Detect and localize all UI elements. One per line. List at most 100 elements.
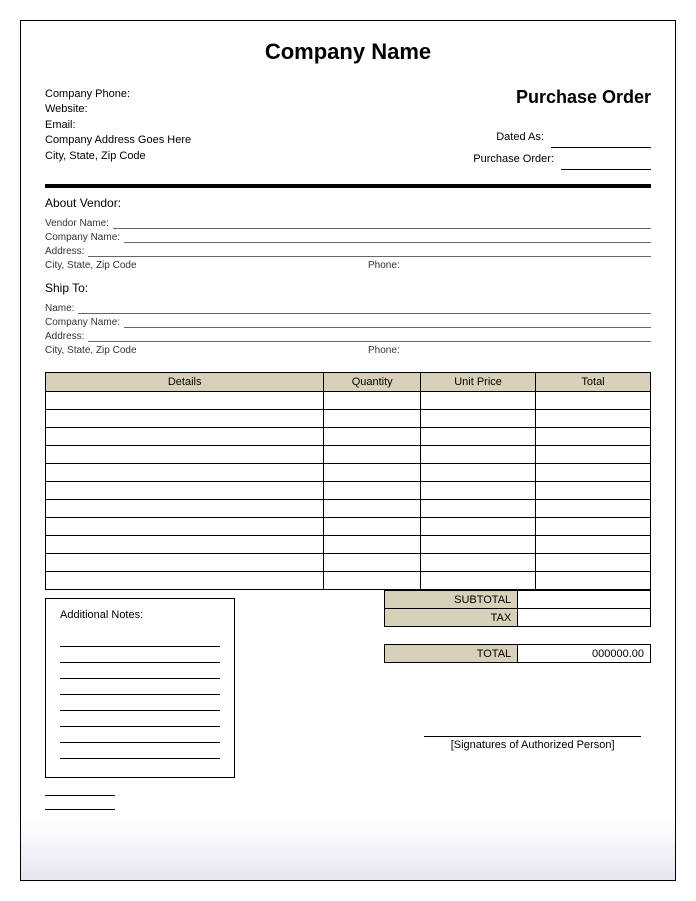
table-cell[interactable] [421,392,536,410]
table-cell[interactable] [324,572,421,590]
table-cell[interactable] [536,428,651,446]
table-cell[interactable] [536,572,651,590]
table-cell[interactable] [421,572,536,590]
table-cell[interactable] [536,392,651,410]
vendor-company-label: Company Name: [45,232,120,243]
table-cell[interactable] [536,482,651,500]
note-line[interactable] [60,711,220,727]
table-cell[interactable] [536,518,651,536]
company-info-block: Company Phone: Website: Email: Company A… [45,87,191,164]
subtotal-value[interactable] [518,591,651,609]
table-cell[interactable] [324,500,421,518]
table-row [46,518,651,536]
small-line-2[interactable] [45,798,115,810]
vendor-address-label: Address: [45,246,84,257]
table-cell[interactable] [46,518,324,536]
vendor-name-input[interactable] [113,218,651,229]
table-cell[interactable] [324,518,421,536]
table-cell[interactable] [46,410,324,428]
note-line[interactable] [60,743,220,759]
small-line-1[interactable] [45,784,115,796]
table-cell[interactable] [421,518,536,536]
table-cell[interactable] [421,554,536,572]
table-cell[interactable] [536,536,651,554]
tax-value[interactable] [518,609,651,627]
table-cell[interactable] [46,428,324,446]
additional-notes-box: Additional Notes: [45,598,235,778]
table-cell[interactable] [46,500,324,518]
table-cell[interactable] [536,410,651,428]
note-line[interactable] [60,695,220,711]
company-name-title: Company Name [45,39,651,65]
shipto-company-label: Company Name: [45,317,120,328]
table-cell[interactable] [536,464,651,482]
totals-table: SUBTOTAL TAX TOTAL 000000.00 [384,590,651,663]
shipto-name-label: Name: [45,303,74,314]
table-cell[interactable] [421,536,536,554]
table-row [46,500,651,518]
table-cell[interactable] [421,482,536,500]
table-cell[interactable] [421,464,536,482]
table-cell[interactable] [421,500,536,518]
table-cell[interactable] [46,572,324,590]
table-cell[interactable] [46,536,324,554]
signature-line[interactable] [424,723,641,737]
tax-label: TAX [385,609,518,627]
totals-spacer [385,627,651,645]
table-cell[interactable] [46,446,324,464]
table-cell[interactable] [421,446,536,464]
table-cell[interactable] [536,500,651,518]
vendor-address-input[interactable] [88,246,651,257]
note-line[interactable] [60,631,220,647]
signature-label: [Signatures of Authorized Person] [424,739,641,751]
header-row: Company Phone: Website: Email: Company A… [45,87,651,170]
shipto-name-input[interactable] [78,303,651,314]
note-line[interactable] [60,663,220,679]
note-line[interactable] [60,727,220,743]
totals-signature-column: SUBTOTAL TAX TOTAL 000000.00 [Signatures… [384,590,651,812]
signature-area: [Signatures of Authorized Person] [384,723,651,751]
table-cell[interactable] [46,482,324,500]
vendor-name-label: Vendor Name: [45,218,109,229]
note-line[interactable] [60,679,220,695]
table-cell[interactable] [46,392,324,410]
table-cell[interactable] [324,446,421,464]
shipto-address-label: Address: [45,331,84,342]
table-cell[interactable] [324,536,421,554]
table-cell[interactable] [324,554,421,572]
table-row [46,464,651,482]
table-row [46,392,651,410]
dated-as-input[interactable] [551,136,651,148]
table-cell[interactable] [421,410,536,428]
table-cell[interactable] [324,410,421,428]
table-row [46,428,651,446]
shipto-address-input[interactable] [88,331,651,342]
table-row [46,446,651,464]
total-row: TOTAL 000000.00 [385,645,651,663]
total-label: TOTAL [385,645,518,663]
table-cell[interactable] [536,446,651,464]
bottom-row: Additional Notes: SUBTOTAL TAX [45,590,651,812]
col-unitprice-header: Unit Price [421,373,536,392]
vendor-city-phone-row: City, State, Zip Code Phone: [45,260,651,271]
po-header-right: Purchase Order Dated As: Purchase Order: [473,87,651,170]
about-vendor-label: About Vendor: [45,196,651,210]
table-cell[interactable] [536,554,651,572]
tax-row: TAX [385,609,651,627]
po-number-input[interactable] [561,158,651,170]
table-cell[interactable] [324,482,421,500]
table-cell[interactable] [324,428,421,446]
vendor-company-input[interactable] [124,232,651,243]
table-cell[interactable] [324,392,421,410]
po-number-row: Purchase Order: [473,148,651,170]
note-line[interactable] [60,647,220,663]
dated-as-row: Dated As: [473,126,651,148]
col-details-header: Details [46,373,324,392]
table-row [46,536,651,554]
company-address-line: Company Address Goes Here [45,133,191,148]
table-cell[interactable] [46,554,324,572]
table-cell[interactable] [421,428,536,446]
table-cell[interactable] [46,464,324,482]
table-cell[interactable] [324,464,421,482]
shipto-company-input[interactable] [124,317,651,328]
